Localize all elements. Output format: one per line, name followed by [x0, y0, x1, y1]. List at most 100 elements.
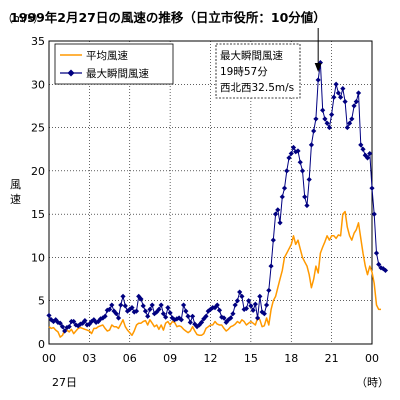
data-point-max-gust	[149, 302, 155, 308]
data-point-max-gust	[266, 287, 272, 293]
data-point-max-gust	[178, 317, 184, 323]
data-point-max-gust	[248, 303, 254, 309]
data-point-max-gust	[118, 302, 124, 308]
series-markers-max-gust	[46, 60, 389, 334]
data-point-max-gust	[145, 313, 151, 319]
data-point-max-gust	[333, 81, 339, 87]
data-point-max-gust	[147, 306, 153, 312]
data-point-max-gust	[48, 317, 54, 323]
data-point-max-gust	[122, 303, 128, 309]
data-point-max-gust	[216, 307, 223, 313]
y-tick-label: 10	[31, 251, 45, 264]
data-point-max-gust	[59, 324, 66, 330]
data-point-max-gust	[89, 318, 95, 325]
x-tick-label: 15	[244, 352, 258, 365]
data-point-max-gust	[257, 293, 263, 299]
x-tick-label: 21	[325, 352, 339, 365]
data-point-max-gust	[136, 293, 142, 299]
data-point-max-gust	[371, 211, 377, 217]
data-point-max-gust	[360, 146, 366, 152]
data-point-max-gust	[326, 124, 332, 131]
data-point-max-gust	[268, 263, 274, 269]
data-point-max-gust	[66, 324, 72, 330]
data-point-max-gust	[221, 315, 227, 321]
data-point-max-gust	[109, 302, 115, 308]
data-point-max-gust	[138, 296, 144, 302]
data-point-max-gust	[369, 185, 375, 191]
x-tick-label: 03	[82, 352, 96, 365]
y-tick-label: 15	[31, 208, 45, 221]
data-point-max-gust	[183, 308, 189, 314]
data-point-max-gust	[243, 305, 249, 312]
data-point-max-gust	[320, 107, 326, 113]
data-point-max-gust	[324, 120, 330, 126]
data-point-max-gust	[198, 319, 205, 325]
data-point-max-gust	[275, 207, 281, 213]
annotation-line-2: 19時57分	[220, 66, 268, 78]
data-point-max-gust	[104, 307, 110, 313]
data-point-max-gust	[286, 155, 292, 161]
data-point-max-gust	[230, 311, 236, 317]
annotation-arrow-head	[314, 62, 322, 72]
data-point-max-gust	[180, 302, 187, 308]
data-point-max-gust	[142, 308, 149, 314]
data-point-max-gust	[113, 311, 119, 317]
y-tick-label: 30	[31, 78, 45, 91]
data-point-max-gust	[288, 150, 294, 157]
data-point-max-gust	[106, 306, 113, 312]
legend-box	[54, 43, 174, 85]
data-point-max-gust	[212, 305, 218, 311]
data-point-max-gust	[304, 202, 310, 209]
data-point-max-gust	[272, 211, 279, 217]
data-point-max-gust	[340, 86, 346, 92]
x-tick-label: 00	[365, 352, 379, 365]
x-tick-label: 09	[163, 352, 177, 365]
data-point-max-gust	[299, 168, 306, 174]
data-point-max-gust	[250, 307, 256, 313]
series-line-average-wind	[48, 210, 381, 338]
data-point-max-gust	[302, 194, 308, 200]
data-point-max-gust	[64, 324, 70, 331]
data-point-max-gust	[46, 312, 52, 319]
data-point-max-gust	[228, 315, 234, 321]
data-point-max-gust	[281, 185, 288, 191]
y-axis-label-char-2: 速	[10, 193, 21, 206]
data-point-max-gust	[160, 311, 166, 317]
data-point-max-gust	[115, 315, 122, 321]
data-point-max-gust	[50, 318, 57, 325]
data-point-max-gust	[353, 99, 359, 105]
y-tick-label: 25	[31, 122, 45, 135]
data-point-max-gust	[252, 301, 258, 307]
grid	[49, 41, 372, 344]
chart-title: 1999年2月27日の風速の推移（日立市役所：10分値）	[10, 10, 326, 25]
data-point-max-gust	[277, 220, 283, 226]
data-point-max-gust	[120, 293, 126, 299]
data-point-max-gust	[234, 298, 241, 304]
data-point-max-gust	[358, 142, 364, 148]
data-point-max-gust	[344, 124, 350, 131]
data-point-max-gust	[335, 90, 341, 96]
data-point-max-gust	[187, 319, 193, 325]
data-point-max-gust	[156, 306, 162, 312]
data-point-max-gust	[93, 319, 99, 325]
x-axis-unit: （時）	[356, 376, 389, 389]
annotation-line-1: 最大瞬間風速	[220, 49, 283, 62]
data-point-max-gust	[308, 142, 315, 148]
data-point-max-gust	[338, 94, 344, 100]
data-point-max-gust	[306, 176, 312, 183]
data-point-max-gust	[172, 317, 178, 323]
y-axis-ticks: 0 5 10 15 20 25 30 35	[31, 35, 45, 351]
data-point-max-gust	[376, 261, 382, 267]
data-point-max-gust	[232, 302, 238, 308]
data-point-max-gust	[189, 313, 196, 319]
data-point-max-gust	[239, 293, 245, 299]
data-point-max-gust	[71, 318, 77, 325]
data-point-max-gust	[295, 148, 301, 154]
data-point-max-gust	[322, 116, 328, 122]
data-point-max-gust	[140, 303, 146, 309]
data-point-max-gust	[261, 311, 267, 317]
x-tick-label: 18	[284, 352, 298, 365]
data-point-max-gust	[284, 168, 290, 174]
data-point-max-gust	[102, 313, 108, 319]
